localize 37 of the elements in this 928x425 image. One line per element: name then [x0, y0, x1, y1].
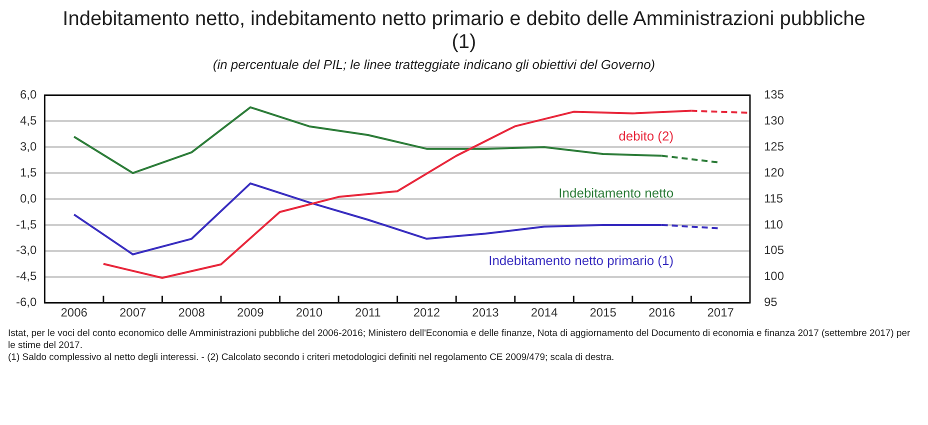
text: (1) Saldo complessivo al netto degli interessi. - (2) Calcolato secondo i criteri metodologici definiti nel regolamento CE 2009/479; scala di destra.: [8, 352, 616, 364]
text: Istat, per le voci del conto economico delle Amministrazioni pubbliche del 2006-2016; Ministero dell'Economia e delle finanze, Nota di aggiornamento del Documento di economia e finanza 2017 (settembre 2017) per le stime del 2017.: [8, 328, 912, 352]
y2-tick-label: 120: [764, 165, 784, 180]
x-tick-label: 2007: [119, 305, 147, 320]
y-tick-label: 1,5: [20, 165, 37, 180]
y-tick-label: 0,0: [20, 191, 37, 206]
y2-tick-label: 125: [764, 139, 784, 154]
y2-tick-label: 130: [764, 113, 784, 128]
chart-title: Indebitamento netto, indebitamento netto primario e debito delle Amministrazioni pubbliche (1): [62, 8, 866, 54]
x-tick-label: 2016: [648, 305, 676, 320]
series-label: debito (2): [618, 128, 674, 144]
x-tick-label: 2011: [355, 305, 382, 320]
x-tick-label: 2014: [530, 305, 558, 320]
x-tick-label: 2009: [237, 305, 264, 320]
y2-tick-label: 105: [764, 243, 784, 258]
x-tick-label: 2017: [707, 305, 734, 320]
y2-tick-label: 110: [764, 217, 784, 232]
y-tick-label: 6,0: [20, 88, 37, 102]
y-tick-label: -4,5: [16, 269, 37, 284]
x-tick-label: 2010: [296, 305, 323, 320]
y2-tick-label: 135: [764, 88, 784, 102]
y-tick-label: -6,0: [16, 295, 37, 310]
y-tick-label: -3,0: [16, 243, 37, 258]
text: Indebitamento netto: [558, 185, 674, 200]
x-tick-label: 2008: [178, 305, 206, 320]
y2-tick-label: 100: [764, 269, 784, 284]
x-tick-label: 2013: [472, 305, 500, 320]
x-tick-label: 2006: [60, 305, 88, 320]
x-tick-label: 2012: [413, 305, 440, 320]
y2-tick-label: 115: [764, 191, 784, 206]
chart-subtitle: (in percentuale del PIL; le linee tratteggiate indicano gli obiettivi del Governo): [212, 57, 656, 72]
y-tick-label: -1,5: [16, 217, 37, 232]
series-label: Indebitamento netto primario (1): [488, 252, 674, 268]
x-tick-label: 2015: [590, 305, 617, 320]
y-tick-label: 4,5: [20, 113, 37, 128]
y-tick-label: 3,0: [20, 139, 37, 154]
y2-tick-label: 95: [764, 295, 778, 310]
